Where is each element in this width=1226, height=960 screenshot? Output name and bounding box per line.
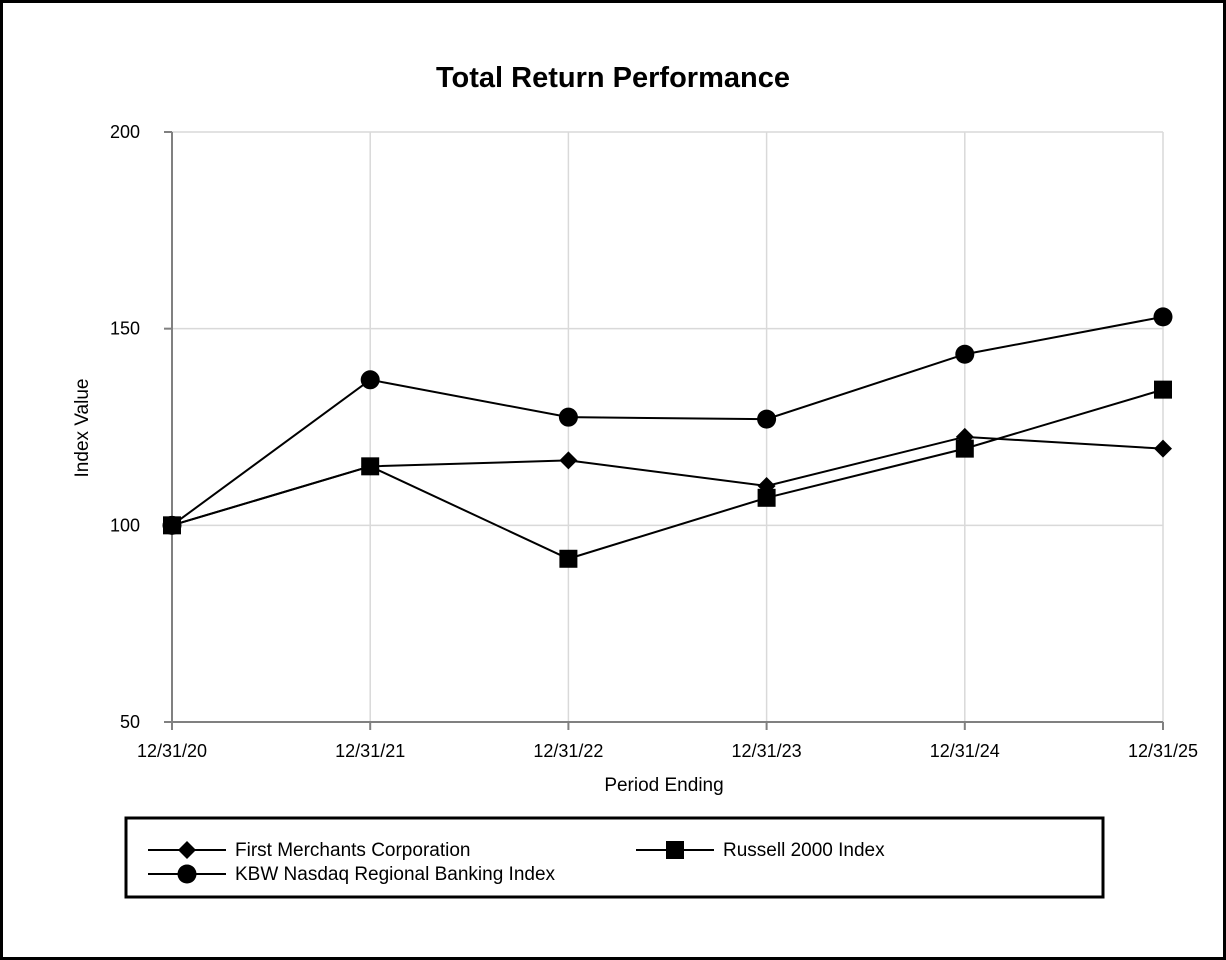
data-point-square xyxy=(1154,380,1172,399)
data-point-circle xyxy=(162,515,182,535)
legend-marker-circle xyxy=(177,864,197,884)
data-point-diamond xyxy=(559,451,578,470)
x-axis-label: Period Ending xyxy=(604,775,723,796)
series-line xyxy=(171,388,1164,560)
y-axis-ticks: 50 100 150 200 xyxy=(110,122,172,732)
legend-items: First Merchants Corporation Russell 2000 … xyxy=(148,840,885,885)
legend-label: Russell 2000 Index xyxy=(723,840,885,861)
legend-marker-diamond xyxy=(178,841,196,859)
legend-item: Russell 2000 Index xyxy=(636,840,885,861)
series-line xyxy=(171,315,1164,527)
x-tick-label: 12/31/24 xyxy=(930,741,1000,761)
y-tick-label: 200 xyxy=(110,122,140,142)
legend-box xyxy=(124,816,1105,899)
data-point-circle xyxy=(955,344,975,364)
data-point-square xyxy=(361,457,380,476)
data-point-circle xyxy=(360,370,380,390)
legend-item: KBW Nasdaq Regional Banking Index xyxy=(148,864,556,885)
data-point-circle xyxy=(1153,307,1173,327)
legend-label: First Merchants Corporation xyxy=(235,840,470,861)
series-group xyxy=(162,307,1173,568)
series-diamond xyxy=(163,427,1172,535)
legend-marker-square xyxy=(666,841,684,859)
legend-label: KBW Nasdaq Regional Banking Index xyxy=(235,864,556,885)
y-tick-label: 50 xyxy=(120,712,140,732)
legend: First Merchants Corporation Russell 2000 … xyxy=(124,816,1105,899)
y-tick-label: 150 xyxy=(110,319,140,339)
y-tick-label: 100 xyxy=(110,515,140,535)
series-circle xyxy=(162,307,1173,535)
x-tick-label: 12/31/20 xyxy=(137,741,207,761)
data-point-square xyxy=(955,439,974,458)
chart-title: Total Return Performance xyxy=(436,62,790,94)
grid-lines xyxy=(172,131,1164,722)
data-point-square xyxy=(559,549,578,568)
axes xyxy=(171,132,1163,723)
data-point-square xyxy=(757,488,776,507)
x-tick-label: 12/31/22 xyxy=(533,741,603,761)
y-axis-label: Index Value xyxy=(72,379,93,478)
x-tick-label: 12/31/25 xyxy=(1128,741,1198,761)
data-point-circle xyxy=(558,407,578,427)
data-point-circle xyxy=(757,409,777,429)
legend-item: First Merchants Corporation xyxy=(148,840,470,861)
x-axis-ticks: 12/31/20 12/31/21 12/31/22 12/31/23 12/31/24… xyxy=(137,722,1198,761)
x-tick-label: 12/31/21 xyxy=(335,741,405,761)
x-tick-label: 12/31/23 xyxy=(732,741,802,761)
data-point-diamond xyxy=(1154,439,1172,458)
